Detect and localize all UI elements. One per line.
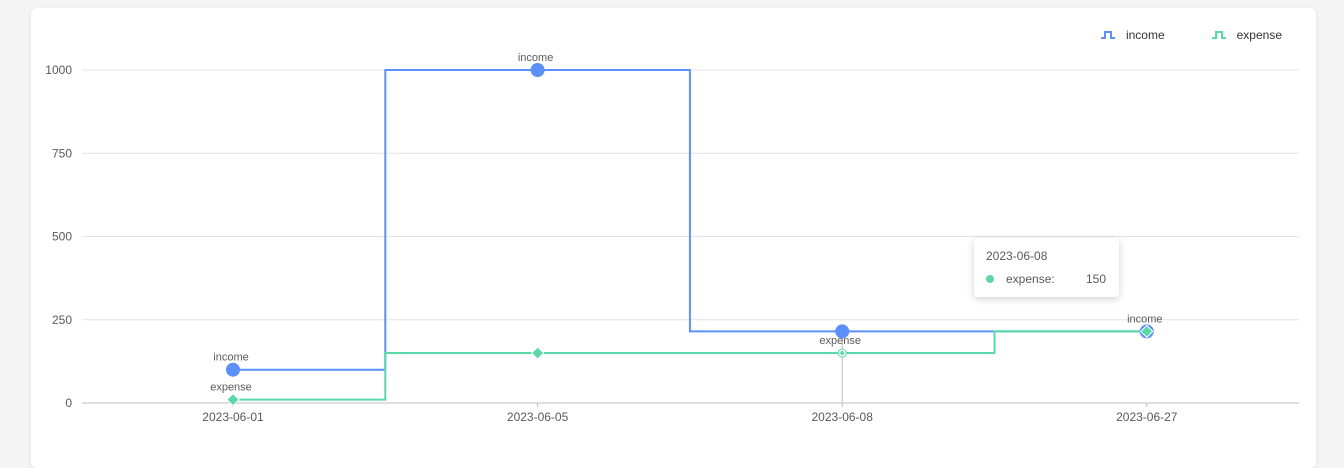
point-label: expense (819, 335, 861, 347)
x-tick-label: 2023-06-01 (202, 410, 264, 424)
x-tick-label: 2023-06-08 (812, 410, 874, 424)
tooltip-title: 2023-06-08 (986, 249, 1048, 263)
expense-point (530, 346, 545, 360)
expense-point (1140, 324, 1154, 339)
point-label: expense (210, 382, 252, 394)
income-point (835, 324, 850, 339)
tooltip-series-label: expense: (1006, 272, 1055, 286)
income-point (226, 362, 240, 377)
y-tick-label: 250 (52, 313, 72, 327)
y-tick-label: 750 (52, 146, 72, 160)
legend: income expense (1100, 28, 1282, 42)
series-line-income (233, 69, 1147, 371)
step-line-icon (1100, 31, 1115, 39)
point-label: income (213, 352, 248, 364)
legend-label-expense: expense (1236, 28, 1282, 42)
x-tick-label: 2023-06-05 (507, 410, 569, 424)
income-point (530, 63, 545, 77)
tooltip-row: expense: 150 (986, 272, 1107, 286)
x-tick-label: 2023-06-27 (1116, 410, 1178, 424)
tooltip: 2023-06-08 expense: 150 (974, 238, 1119, 297)
expense-point (226, 392, 240, 407)
point-label: income (1127, 313, 1162, 325)
y-tick-label: 500 (52, 230, 72, 244)
legend-item-expense[interactable]: expense (1211, 28, 1282, 42)
legend-item-income[interactable]: income (1100, 28, 1165, 42)
y-tick-label: 0 (65, 396, 72, 410)
series-line-expense (233, 330, 1147, 401)
legend-label-income: income (1125, 28, 1165, 42)
tooltip-marker (986, 275, 994, 283)
y-tick-label: 1000 (45, 63, 72, 77)
expense-point-active-dot (840, 351, 845, 356)
tooltip-value: 150 (1085, 272, 1106, 286)
point-label: income (518, 52, 553, 64)
step-line-icon (1211, 31, 1226, 39)
